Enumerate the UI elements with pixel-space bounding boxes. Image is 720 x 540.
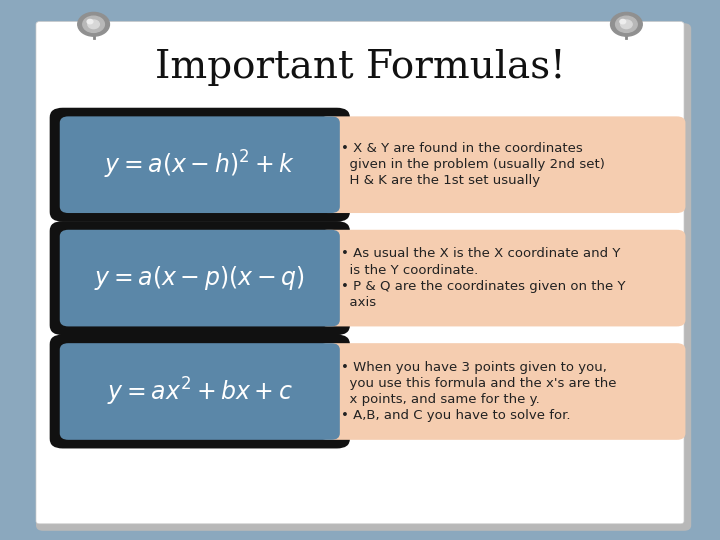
Text: $y = a(x - p)(x - q)$: $y = a(x - p)(x - q)$	[94, 264, 305, 292]
Text: • P & Q are the coordinates given on the Y: • P & Q are the coordinates given on the…	[341, 280, 625, 293]
Text: $y = a(x - h)^2 + k$: $y = a(x - h)^2 + k$	[104, 148, 295, 181]
Text: is the Y coordinate.: is the Y coordinate.	[341, 264, 478, 276]
Text: • When you have 3 points given to you,: • When you have 3 points given to you,	[341, 361, 606, 374]
Circle shape	[87, 19, 93, 24]
FancyBboxPatch shape	[50, 334, 350, 448]
Circle shape	[78, 12, 109, 36]
Text: • X & Y are found in the coordinates: • X & Y are found in the coordinates	[341, 142, 582, 155]
Text: H & K are the 1st set usually: H & K are the 1st set usually	[341, 174, 540, 187]
FancyBboxPatch shape	[319, 343, 685, 440]
Text: • A,B, and C you have to solve for.: • A,B, and C you have to solve for.	[341, 409, 570, 422]
Circle shape	[611, 12, 642, 36]
Circle shape	[620, 19, 626, 24]
Text: x points, and same for the y.: x points, and same for the y.	[341, 393, 539, 406]
Text: Important Formulas!: Important Formulas!	[155, 49, 565, 86]
Text: given in the problem (usually 2nd set): given in the problem (usually 2nd set)	[341, 158, 604, 171]
Circle shape	[621, 20, 632, 29]
Circle shape	[88, 20, 99, 29]
FancyBboxPatch shape	[60, 117, 340, 213]
FancyBboxPatch shape	[60, 230, 340, 326]
FancyBboxPatch shape	[36, 23, 691, 531]
FancyBboxPatch shape	[319, 117, 685, 213]
FancyBboxPatch shape	[60, 343, 340, 440]
Text: • As usual the X is the X coordinate and Y: • As usual the X is the X coordinate and…	[341, 247, 620, 260]
Text: $y = ax^2 + bx + c$: $y = ax^2 + bx + c$	[107, 375, 293, 408]
Text: axis: axis	[341, 296, 376, 309]
FancyBboxPatch shape	[50, 108, 350, 222]
FancyBboxPatch shape	[36, 22, 684, 524]
Text: you use this formula and the x's are the: you use this formula and the x's are the	[341, 377, 616, 390]
Circle shape	[83, 16, 104, 32]
Circle shape	[616, 16, 637, 32]
FancyBboxPatch shape	[319, 230, 685, 326]
FancyBboxPatch shape	[50, 221, 350, 335]
